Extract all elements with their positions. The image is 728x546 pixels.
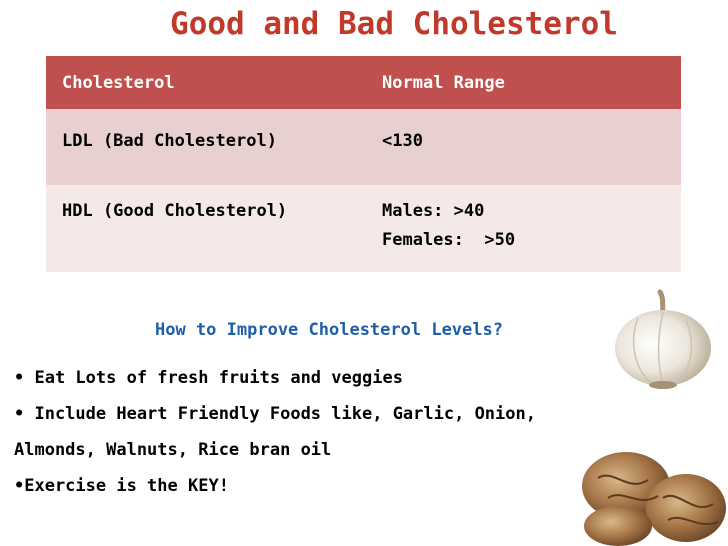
tip-item: •Exercise is the KEY! xyxy=(14,476,229,496)
tip-item: • Eat Lots of fresh fruits and veggies xyxy=(14,368,403,388)
hdl-range-males: Males: >40 xyxy=(382,201,485,221)
row-ldl-name: LDL (Bad Cholesterol) xyxy=(46,109,366,185)
header-normal-range: Normal Range xyxy=(366,56,681,109)
row-ldl-range: <130 xyxy=(366,109,681,185)
header-cholesterol: Cholesterol xyxy=(46,56,366,109)
tip-item: • Include Heart Friendly Foods like, Gar… xyxy=(14,404,536,424)
slide-title: Good and Bad Cholesterol xyxy=(170,6,618,42)
hdl-range-females: Females: >50 xyxy=(382,230,516,250)
row-hdl-name: HDL (Good Cholesterol) xyxy=(46,185,366,272)
ldl-range-value: <130 xyxy=(382,131,423,151)
table-row: HDL (Good Cholesterol) Males: >40 Female… xyxy=(46,185,681,272)
walnuts-image xyxy=(582,452,726,546)
table-header-row: Cholesterol Normal Range xyxy=(46,56,681,109)
tips-heading: How to Improve Cholesterol Levels? xyxy=(155,320,503,340)
tips-list: • Eat Lots of fresh fruits and veggies •… xyxy=(14,360,654,504)
cholesterol-table: Cholesterol Normal Range LDL (Bad Choles… xyxy=(46,56,681,272)
tip-item: Almonds, Walnuts, Rice bran oil xyxy=(14,440,332,460)
table-row: LDL (Bad Cholesterol) <130 xyxy=(46,109,681,185)
row-hdl-range: Males: >40 Females: >50 xyxy=(366,185,681,272)
garlic-image xyxy=(615,289,711,389)
